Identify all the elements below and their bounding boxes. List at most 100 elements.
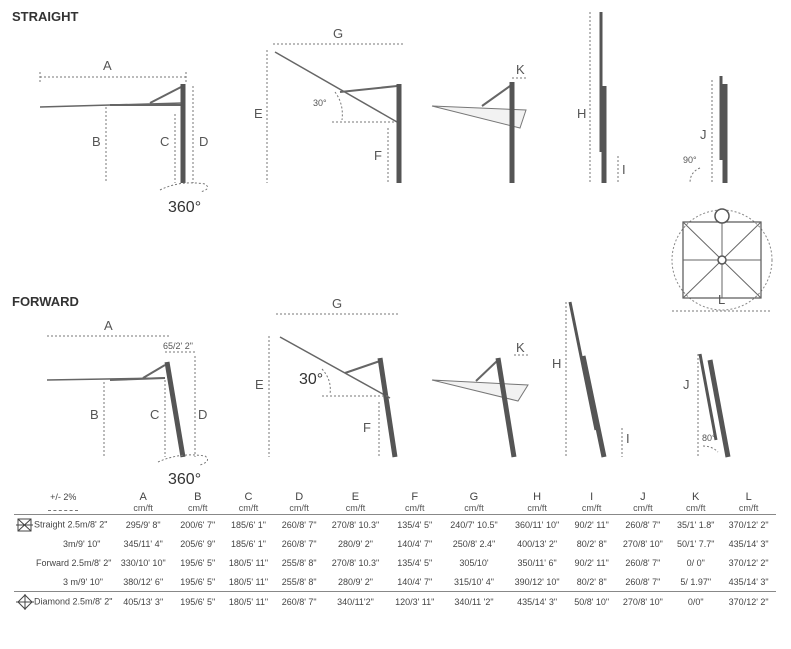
cell-c: 180/5' 11" [221, 591, 276, 611]
straight-canopy-tilt-view: K [431, 62, 527, 183]
angle-80-label: 80° [702, 433, 716, 443]
row-label-cell: Straight 2.5m/8' 2" [14, 514, 113, 534]
cell-l: 370/12' 2" [721, 591, 776, 611]
table-row: Diamond 2.5m/8' 2" 405/13' 3" 195/6' 5" 180… [14, 591, 776, 611]
cell-g: 315/10' 4" [441, 572, 507, 592]
column-unit: cm/ft [464, 503, 484, 513]
label-a-forward: A [104, 318, 113, 333]
label-k-forward: K [516, 340, 525, 355]
forward-tilt-view: G E 30° F [255, 296, 400, 458]
column-letter: D [295, 491, 304, 503]
top-view: L [671, 208, 773, 312]
row-label-cell: Forward 2.5m/8' 2" [14, 553, 112, 572]
cell-c: 180/5' 11" [221, 572, 276, 592]
table-row: 3 m/9' 10" 380/12' 6" 195/6' 5" 180/5' 11" 2… [14, 572, 776, 592]
row-label-cell: 3 m/9' 10" [14, 572, 113, 592]
column-unit: cm/ft [133, 503, 153, 513]
column-letter: H [533, 491, 542, 503]
table-row: Forward 2.5m/8' 2" 330/10' 10" 195/6' 5" 18… [14, 553, 776, 572]
cell-h: 360/11' 10" [506, 514, 568, 534]
offset-label: 65/2' 2" [163, 341, 193, 351]
cell-h: 400/13' 2" [517, 538, 558, 549]
angle-30-label-forward: 30° [299, 371, 323, 388]
cell-d: 260/8' 7" [281, 538, 317, 549]
row-label: 3 m/9' 10" [63, 576, 103, 587]
column-unit: cm/ft [238, 503, 259, 513]
column-letter: I [590, 491, 594, 503]
column-letter: B [194, 491, 202, 503]
column-unit: cm/ft [738, 503, 759, 513]
column-letter: K [692, 491, 700, 503]
label-k: K [516, 62, 525, 77]
label-e: E [254, 106, 263, 121]
tolerance-cell: +/- 2% [14, 492, 112, 515]
square-canopy-icon [16, 518, 33, 531]
label-f: F [374, 148, 382, 163]
straight-folded-view: J 90° [683, 76, 728, 184]
column-letter: E [351, 491, 360, 503]
cell-b: 200/6' 7" [173, 514, 222, 534]
cell-b: 195/6' 5" [180, 557, 216, 568]
cell-l: 370/12' 2" [728, 557, 769, 568]
column-letter: C [244, 491, 253, 503]
row-label: 3m/9' 10" [63, 538, 101, 549]
cell-e: 280/9' 2" [337, 538, 373, 549]
column-letter: J [640, 491, 646, 503]
cell-f: 135/4' 5" [397, 557, 433, 568]
column-unit: cm/ft [289, 503, 309, 513]
label-c: C [160, 134, 169, 149]
column-unit: cm/ft [581, 503, 602, 513]
cell-a: 345/11' 4" [123, 538, 163, 549]
cell-g: 340/11 '2" [441, 591, 507, 611]
cell-k: 5/ 1.97" [670, 572, 722, 592]
column-letter: A [139, 491, 147, 503]
column-unit: cm/ft [685, 503, 706, 513]
label-g: G [333, 26, 343, 41]
label-c-forward: C [150, 407, 159, 422]
cell-j: 270/8' 10" [622, 538, 663, 549]
cell-j: 260/8' 7" [615, 514, 671, 534]
cell-f: 120/3' 11" [387, 591, 442, 611]
cell-l: 435/14' 3" [721, 572, 776, 592]
cell-i: 80/2' 8" [567, 572, 616, 592]
column-unit: cm/ft [633, 503, 653, 513]
cell-e: 280/9' 2" [323, 572, 388, 592]
cell-a: 330/10' 10" [120, 557, 166, 568]
label-a: A [103, 58, 112, 73]
label-i-forward: I [626, 431, 630, 446]
cell-d: 255/8' 8" [281, 557, 317, 568]
straight-closed-view: H I [577, 12, 626, 183]
label-h: H [577, 106, 586, 121]
cell-g: 305/10' [459, 557, 489, 568]
cell-i: 90/2' 11" [574, 557, 609, 568]
label-d: D [199, 134, 208, 149]
umbrella-dimension-diagrams: STRAIGHT A B C D 360° G E 30° F [12, 9, 773, 488]
label-h-forward: H [552, 356, 561, 371]
cell-b: 195/6' 5" [173, 572, 222, 592]
cell-e: 270/8' 10.3" [331, 557, 380, 568]
cell-c: 185/6' 1" [230, 538, 266, 549]
cell-c: 185/6' 1" [221, 514, 276, 534]
cell-e: 340/11'2" [323, 591, 388, 611]
cell-a: 295/9' 8" [112, 514, 174, 534]
cell-j: 260/8' 7" [625, 557, 661, 568]
cell-h: 390/12' 10" [506, 572, 568, 592]
column-letter: L [745, 491, 752, 503]
cell-d: 260/8' 7" [275, 514, 324, 534]
cell-k: 50/1' 7.7" [677, 538, 715, 549]
cell-f: 140/4' 7" [397, 538, 433, 549]
cell-d: 255/8' 8" [275, 572, 324, 592]
table-row: Straight 2.5m/8' 2" 295/9' 8" 200/6' 7" 185… [14, 514, 776, 534]
cell-g: 240/7' 10.5" [441, 514, 507, 534]
